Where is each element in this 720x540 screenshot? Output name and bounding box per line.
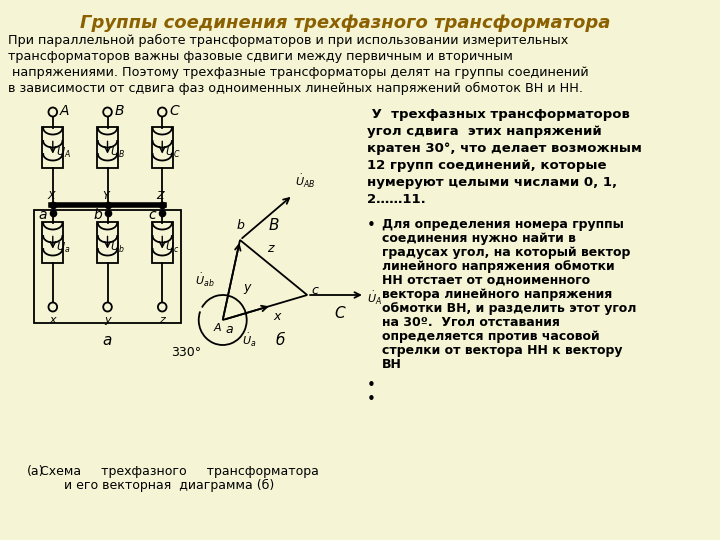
Text: B: B bbox=[269, 218, 279, 233]
Text: $\dot{U}_a$: $\dot{U}_a$ bbox=[55, 238, 70, 255]
Text: c: c bbox=[311, 285, 318, 298]
Text: градусах угол, на который вектор: градусах угол, на который вектор bbox=[382, 246, 631, 259]
Text: a: a bbox=[225, 323, 233, 336]
Text: Для определения номера группы: Для определения номера группы bbox=[382, 218, 624, 231]
Text: 2……11.: 2……11. bbox=[366, 193, 426, 206]
Text: $\dot{U}_c$: $\dot{U}_c$ bbox=[165, 238, 179, 255]
Text: Y: Y bbox=[102, 191, 109, 201]
Text: в зависимости от сдвига фаз одноименных линейных напряжений обмоток ВН и НН.: в зависимости от сдвига фаз одноименных … bbox=[8, 82, 582, 95]
Text: C: C bbox=[169, 104, 179, 118]
Text: X: X bbox=[47, 191, 55, 201]
Text: B: B bbox=[114, 104, 124, 118]
Text: $\dot{U}_B$: $\dot{U}_B$ bbox=[110, 143, 125, 160]
Text: c: c bbox=[149, 208, 156, 222]
Text: •: • bbox=[366, 392, 376, 407]
Text: линейного напряжения обмотки: линейного напряжения обмотки bbox=[382, 260, 615, 273]
Text: $\dot{U}_b$: $\dot{U}_b$ bbox=[110, 238, 125, 255]
Text: а: а bbox=[103, 333, 112, 348]
Bar bbox=[152, 127, 173, 168]
Text: и его векторная  диаграмма (б): и его векторная диаграмма (б) bbox=[40, 479, 274, 492]
Text: b: b bbox=[236, 219, 244, 232]
Text: $\dot{U}_{AB}$: $\dot{U}_{AB}$ bbox=[294, 173, 315, 190]
Text: $\dot{U}_A$: $\dot{U}_A$ bbox=[55, 143, 71, 160]
Text: Группы соединения трехфазного трансформатора: Группы соединения трехфазного трансформа… bbox=[81, 14, 611, 32]
Text: определяется против часовой: определяется против часовой bbox=[382, 330, 600, 343]
Text: напряжениями. Поэтому трехфазные трансформаторы делят на группы соединений: напряжениями. Поэтому трехфазные трансфо… bbox=[8, 66, 588, 79]
Bar bbox=[34, 210, 181, 323]
Circle shape bbox=[48, 302, 57, 312]
Text: Схема     трехфазного     трансформатора: Схема трехфазного трансформатора bbox=[40, 465, 319, 478]
Text: x: x bbox=[274, 309, 281, 322]
Text: y: y bbox=[243, 280, 251, 294]
Text: обмотки ВН, и разделить этот угол: обмотки ВН, и разделить этот угол bbox=[382, 302, 636, 315]
Bar bbox=[152, 222, 173, 263]
Text: При параллельной работе трансформаторов и при использовании измерительных: При параллельной работе трансформаторов … bbox=[8, 34, 568, 47]
Circle shape bbox=[48, 107, 57, 117]
Text: (а): (а) bbox=[27, 465, 45, 478]
Text: $\dot{U}_A$: $\dot{U}_A$ bbox=[366, 289, 382, 307]
Text: угол сдвига  этих напряжений: угол сдвига этих напряжений bbox=[366, 125, 601, 138]
Circle shape bbox=[103, 302, 112, 312]
Text: б: б bbox=[276, 333, 285, 348]
Text: z: z bbox=[159, 315, 165, 325]
Text: z: z bbox=[267, 242, 274, 255]
Text: $\dot{U}_C$: $\dot{U}_C$ bbox=[165, 143, 181, 160]
Text: 12 групп соединений, которые: 12 групп соединений, которые bbox=[366, 159, 606, 172]
Text: y: y bbox=[104, 315, 111, 325]
Text: вектора линейного напряжения: вектора линейного напряжения bbox=[382, 288, 612, 301]
Text: ВН: ВН bbox=[382, 358, 402, 371]
Text: стрелки от вектора НН к вектору: стрелки от вектора НН к вектору bbox=[382, 344, 623, 357]
Text: 330°: 330° bbox=[171, 346, 202, 359]
Text: соединения нужно найти в: соединения нужно найти в bbox=[382, 232, 576, 245]
Text: $\dot{U}_a$: $\dot{U}_a$ bbox=[242, 332, 256, 349]
Text: •: • bbox=[366, 218, 376, 233]
Text: A: A bbox=[60, 104, 69, 118]
Text: A: A bbox=[213, 323, 221, 333]
Text: •: • bbox=[366, 378, 376, 393]
Bar bbox=[97, 222, 118, 263]
Text: Z: Z bbox=[156, 191, 164, 201]
Bar bbox=[42, 222, 63, 263]
Text: трансформаторов важны фазовые сдвиги между первичным и вторичным: трансформаторов важны фазовые сдвиги меж… bbox=[8, 50, 513, 63]
Text: нумеруют целыми числами 0, 1,: нумеруют целыми числами 0, 1, bbox=[366, 176, 617, 189]
Text: на 30º.  Угол отставания: на 30º. Угол отставания bbox=[382, 316, 560, 329]
Text: $\dot{U}_{ab}$: $\dot{U}_{ab}$ bbox=[194, 272, 214, 288]
Text: x: x bbox=[50, 315, 56, 325]
Circle shape bbox=[158, 107, 166, 117]
Circle shape bbox=[103, 107, 112, 117]
Text: C: C bbox=[334, 306, 345, 321]
Circle shape bbox=[158, 302, 166, 312]
Text: a: a bbox=[39, 208, 47, 222]
Text: НН отстает от одноименного: НН отстает от одноименного bbox=[382, 274, 590, 287]
Text: кратен 30°, что делает возможным: кратен 30°, что делает возможным bbox=[366, 142, 642, 155]
Text: b: b bbox=[93, 208, 102, 222]
Bar bbox=[42, 127, 63, 168]
Bar bbox=[97, 127, 118, 168]
Text: У  трехфазных трансформаторов: У трехфазных трансформаторов bbox=[366, 108, 629, 121]
